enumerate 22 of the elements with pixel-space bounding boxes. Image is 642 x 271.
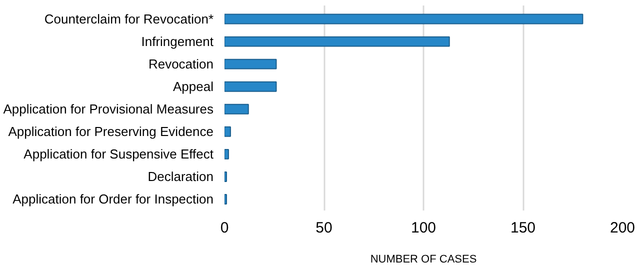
x-tick-label: 100 <box>410 220 436 236</box>
x-tick-label: 150 <box>510 220 536 236</box>
y-tick-label: Revocation <box>148 56 214 72</box>
y-tick-label: Appeal <box>173 79 214 94</box>
y-tick-label: Application for Suspensive Effect <box>24 146 214 162</box>
y-tick-label: Counterclaim for Revocation* <box>44 12 214 27</box>
bar <box>224 104 249 114</box>
x-tick-label: 0 <box>220 220 229 236</box>
y-tick-label: Infringement <box>141 34 214 50</box>
bar <box>224 81 277 92</box>
x-axis-title: NUMBER OF CASES <box>370 254 477 266</box>
bar <box>224 148 229 160</box>
bar <box>224 58 277 70</box>
x-tick-label: 200 <box>610 220 636 236</box>
bar <box>224 126 231 137</box>
x-tick-label: 50 <box>316 220 332 236</box>
y-tick-label: Application for Order for Inspection <box>12 192 214 207</box>
y-tick-label: Application for Preserving Evidence <box>8 124 214 140</box>
y-tick-label: Application for Provisional Measures <box>3 102 214 117</box>
bar <box>224 36 450 47</box>
bar <box>224 14 584 24</box>
y-tick-label: Declaration <box>148 169 214 184</box>
